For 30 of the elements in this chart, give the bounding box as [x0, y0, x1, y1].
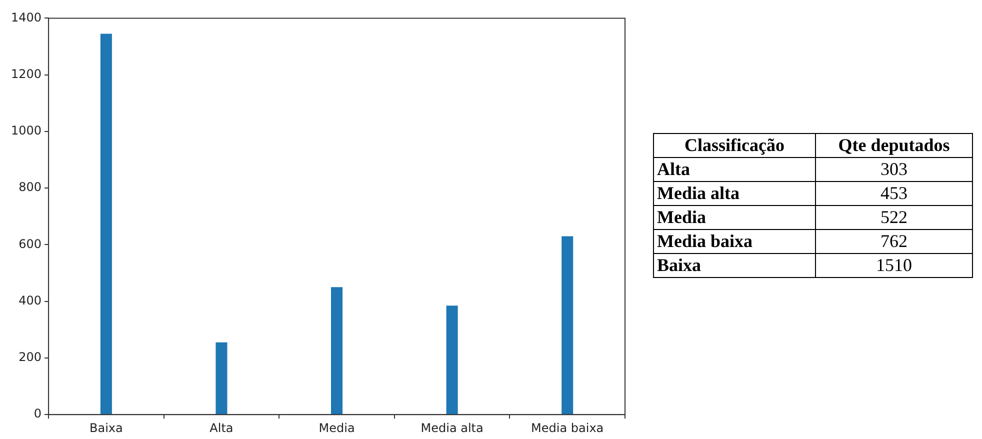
- category-label: Baixa: [654, 254, 816, 278]
- x-tick-label: Baixa: [90, 420, 123, 435]
- data-label: 762: [816, 230, 972, 254]
- category-label: Media: [654, 206, 816, 230]
- y-tick-label: 200: [18, 350, 42, 364]
- y-tick-label: 1400: [10, 10, 42, 24]
- data-label: 453: [816, 182, 972, 206]
- bar: [216, 342, 228, 414]
- x-tick-label: Media baixa: [531, 420, 604, 435]
- data-label: 1510: [816, 254, 972, 278]
- x-tick-label: Alta: [210, 420, 234, 435]
- y-tick-label: 800: [18, 180, 42, 194]
- bar: [331, 287, 343, 414]
- x-tick-label: Media: [318, 420, 355, 435]
- x-tick-label: Media alta: [420, 420, 484, 435]
- y-tick-label: 600: [18, 236, 42, 251]
- category-label: Media baixa: [654, 230, 816, 254]
- y-tick-label: 1200: [10, 66, 42, 81]
- data-label: 303: [816, 158, 972, 182]
- y-tick-label: 0: [34, 406, 42, 421]
- text: Qte deputados: [816, 134, 972, 158]
- category-label: Alta: [654, 158, 816, 182]
- y-tick-label: 1000: [10, 124, 42, 138]
- bar: [446, 306, 458, 414]
- category-label: Media alta: [654, 182, 816, 206]
- data-label: 522: [816, 206, 972, 230]
- bar: [100, 34, 112, 414]
- y-tick-label: 400: [18, 293, 42, 308]
- text: Classificação: [654, 134, 816, 158]
- bar: [562, 236, 574, 414]
